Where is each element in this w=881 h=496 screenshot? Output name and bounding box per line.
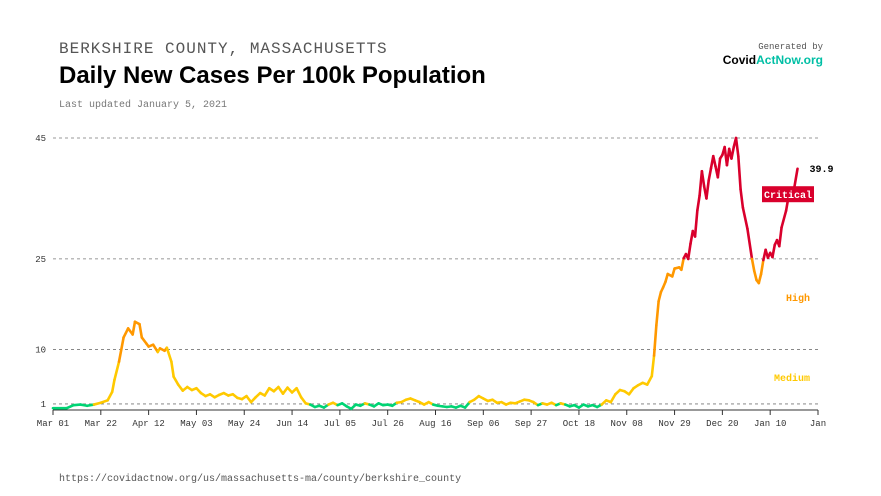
line-segment: [670, 267, 676, 278]
line-segment: [737, 154, 742, 191]
line-segment: [295, 386, 303, 399]
line-segment: [686, 242, 692, 261]
line-segment: [696, 194, 701, 212]
level-labels: 39.9 Critical High Medium: [762, 165, 834, 385]
x-tick-label: Dec 20: [706, 419, 738, 429]
line-segment: [705, 179, 711, 200]
x-tick-label: Jun 14: [276, 419, 308, 429]
cases-line: [51, 136, 799, 411]
line-segment: [739, 188, 745, 209]
generated-by-label: Generated by: [758, 42, 823, 52]
line-segment: [655, 299, 660, 327]
line-segment: [746, 227, 754, 261]
line-segment: [645, 374, 654, 386]
x-tick-label: Nov 08: [611, 419, 643, 429]
high-label: High: [786, 293, 810, 305]
line-segment: [707, 166, 713, 182]
x-tick-label: Oct 18: [563, 419, 595, 429]
line-segment: [680, 256, 685, 272]
line-segment: [138, 322, 144, 339]
x-tick-label: Apr 12: [132, 419, 164, 429]
brand-name-part2: ActNow.org: [756, 53, 823, 67]
line-segment: [759, 258, 765, 276]
line-segment: [609, 392, 617, 404]
x-tick-label: Jul 26: [371, 419, 403, 429]
line-segment: [716, 157, 722, 179]
x-tick-label: Jan 10: [754, 419, 786, 429]
y-tick-label: 25: [35, 255, 46, 265]
chart-title: Daily New Cases Per 100k Population: [59, 62, 486, 89]
last-updated: Last updated January 5, 2021: [59, 100, 228, 111]
last-value-label: 39.9: [810, 165, 834, 176]
x-tick-label: Sep 06: [467, 419, 499, 429]
line-segment: [170, 360, 175, 379]
brand-name: CovidActNow.org: [723, 53, 823, 67]
line-segment: [750, 257, 756, 273]
line-segment: [117, 336, 125, 363]
x-tick-label: Jan: [810, 419, 826, 429]
line-segment: [165, 346, 173, 363]
line-segment: [650, 354, 656, 378]
source-url[interactable]: https://covidactnow.org/us/massachusetts…: [59, 474, 462, 485]
y-axis: 1 10 25 45: [35, 134, 46, 410]
line-segment: [700, 169, 706, 188]
line-segment: [172, 375, 180, 386]
x-tick-label: Jul 05: [324, 419, 356, 429]
x-tick-label: Aug 16: [419, 419, 451, 429]
line-segment: [657, 290, 663, 303]
line-segment: [741, 206, 749, 230]
x-tick-label: Nov 29: [658, 419, 690, 429]
line-segment: [122, 327, 130, 339]
line-segment: [110, 378, 116, 394]
x-axis: Mar 01 Mar 22 Apr 12 May 03 May 24 Jun 14 Jul …: [37, 409, 826, 429]
x-tick-label: May 24: [228, 419, 260, 429]
line-segment: [652, 324, 658, 357]
y-tick-label: 10: [35, 346, 46, 356]
line-segment: [711, 154, 717, 168]
line-segment: [664, 272, 670, 284]
chart-grid: [53, 137, 818, 405]
line-segment: [106, 390, 114, 402]
medium-label: Medium: [774, 373, 810, 385]
line-segment: [757, 272, 763, 285]
critical-label: Critical: [764, 190, 812, 202]
x-tick-label: May 03: [180, 419, 212, 429]
line-segment: [131, 320, 137, 336]
y-tick-label: 1: [41, 400, 46, 410]
line-segment: [771, 243, 777, 259]
brand-name-part1: Covid: [722, 53, 757, 67]
line-segment: [693, 209, 699, 238]
line-segment: [780, 209, 788, 229]
line-segment: [263, 386, 271, 397]
line-segment: [734, 136, 740, 158]
line-segment: [113, 360, 121, 382]
chart-subtitle: BERKSHIRE COUNTY, MASSACHUSETTS: [59, 40, 388, 58]
x-tick-label: Mar 01: [37, 419, 69, 429]
critical-badge: [762, 186, 814, 203]
x-tick-label: Mar 22: [85, 419, 117, 429]
line-segment: [730, 145, 736, 160]
line-segment: [777, 226, 783, 248]
line-segment: [752, 269, 758, 282]
x-tick-label: Sep 27: [515, 419, 547, 429]
brand-logo[interactable]: Generated by CovidActNow.org: [723, 42, 823, 67]
y-tick-label: 45: [35, 134, 46, 144]
